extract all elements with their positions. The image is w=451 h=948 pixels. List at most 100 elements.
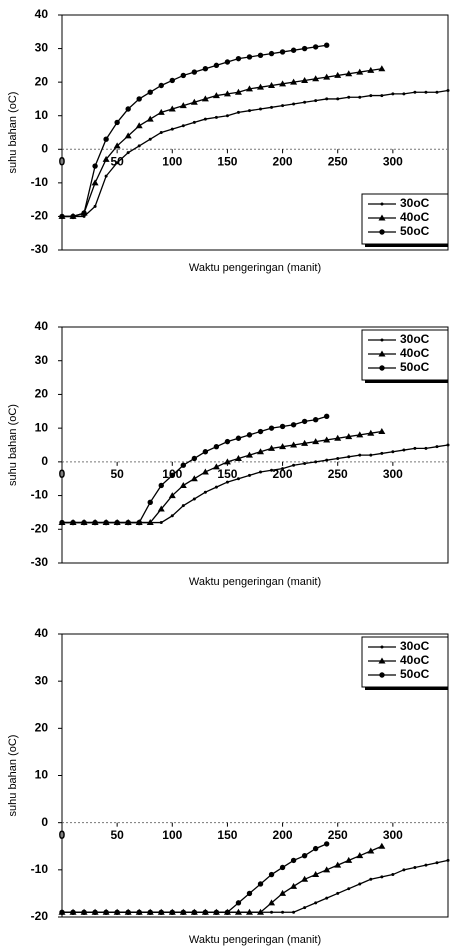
marker: [446, 858, 450, 862]
marker: [323, 841, 330, 847]
marker: [367, 429, 375, 436]
y-tick-label: -20: [31, 521, 49, 535]
legend-label: 50oC: [400, 667, 430, 681]
marker: [268, 425, 275, 431]
marker: [203, 117, 207, 121]
marker: [334, 861, 342, 868]
marker: [168, 105, 176, 112]
y-tick-label: 10: [35, 108, 49, 122]
marker: [190, 98, 198, 105]
marker: [236, 477, 240, 481]
marker: [279, 443, 287, 450]
marker: [224, 59, 231, 65]
marker: [367, 66, 375, 73]
marker: [247, 109, 251, 113]
marker: [446, 89, 450, 93]
marker: [391, 873, 395, 877]
marker: [303, 906, 307, 910]
marker: [323, 413, 330, 420]
legend-marker: [379, 365, 385, 371]
marker: [202, 909, 209, 915]
marker: [125, 106, 131, 112]
marker: [213, 443, 220, 450]
marker: [59, 909, 65, 915]
marker: [257, 428, 264, 435]
x-tick-label: 300: [383, 154, 403, 168]
series: [59, 42, 330, 220]
y-axis-label: suhu bahan (oC): [7, 92, 19, 174]
marker: [334, 434, 342, 441]
marker: [181, 504, 185, 508]
y-tick-label: -30: [31, 555, 49, 569]
marker: [180, 909, 187, 915]
marker: [391, 450, 395, 454]
marker: [413, 865, 417, 869]
marker: [268, 50, 275, 57]
x-tick-label: 200: [273, 467, 293, 481]
marker: [435, 90, 439, 94]
marker: [246, 432, 253, 438]
marker: [358, 882, 362, 886]
marker: [301, 76, 309, 83]
marker: [301, 875, 309, 882]
y-tick-label: 10: [35, 768, 49, 782]
marker: [279, 80, 287, 87]
marker: [236, 110, 240, 114]
marker: [345, 856, 353, 863]
marker: [303, 462, 307, 466]
marker: [212, 463, 220, 470]
legend-marker: [380, 202, 384, 206]
marker: [245, 85, 253, 92]
marker: [358, 95, 362, 99]
marker: [169, 909, 175, 915]
x-tick-label: 250: [328, 467, 348, 481]
x-tick-label: 0: [59, 828, 66, 842]
marker: [91, 179, 99, 186]
marker: [312, 417, 319, 423]
x-tick-label: 150: [217, 467, 237, 481]
marker: [325, 97, 329, 101]
marker: [424, 863, 428, 867]
y-tick-label: -10: [31, 862, 49, 876]
marker: [380, 94, 384, 98]
marker: [191, 455, 198, 462]
marker: [323, 436, 331, 443]
marker: [402, 868, 406, 872]
marker: [113, 142, 121, 149]
marker: [435, 445, 439, 449]
marker: [223, 90, 231, 97]
marker: [279, 423, 286, 430]
marker: [147, 89, 153, 95]
marker: [191, 69, 198, 75]
x-tick-label: 0: [59, 467, 66, 481]
marker: [136, 96, 142, 102]
marker: [312, 845, 319, 852]
marker: [268, 82, 276, 88]
series-line: [62, 89, 449, 218]
marker: [314, 901, 318, 905]
marker: [356, 431, 364, 438]
marker: [356, 68, 364, 75]
marker: [378, 65, 386, 72]
marker: [314, 99, 318, 103]
series: [59, 841, 330, 915]
marker: [290, 47, 297, 53]
x-tick-label: 0: [59, 154, 66, 168]
marker: [347, 455, 351, 459]
marker: [92, 909, 98, 915]
marker: [157, 505, 165, 512]
marker: [180, 72, 187, 79]
legend-marker: [378, 657, 386, 664]
marker: [224, 438, 231, 445]
marker: [347, 887, 351, 891]
marker: [380, 875, 384, 879]
marker: [268, 444, 276, 451]
marker: [270, 468, 274, 472]
marker: [179, 102, 187, 109]
marker: [170, 514, 174, 518]
marker: [259, 470, 263, 474]
x-axis-label: Waktu pengeringan (manit): [189, 262, 321, 274]
marker: [103, 519, 109, 526]
marker: [391, 92, 395, 96]
marker: [290, 422, 297, 428]
